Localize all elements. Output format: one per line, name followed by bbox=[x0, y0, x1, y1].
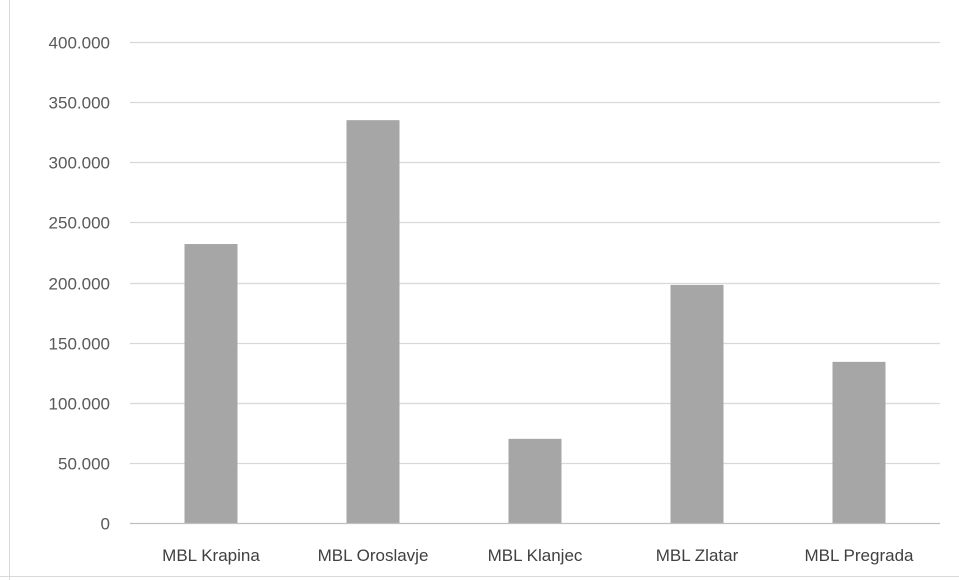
bars bbox=[184, 120, 886, 523]
y-tick-label: 0 bbox=[101, 515, 110, 534]
bar-mbl-klanjec bbox=[508, 438, 562, 523]
y-tick-label: 200.000 bbox=[49, 275, 110, 294]
x-category-label: MBL Krapina bbox=[162, 546, 260, 565]
bar-mbl-pregrada bbox=[832, 361, 886, 523]
y-tick-label: 150.000 bbox=[49, 335, 110, 354]
y-tick-label: 50.000 bbox=[58, 455, 110, 474]
x-category-label: MBL Pregrada bbox=[805, 546, 915, 565]
left-border-line bbox=[9, 0, 10, 580]
y-tick-label: 100.000 bbox=[49, 395, 110, 414]
y-tick-label: 400.000 bbox=[49, 34, 110, 53]
x-category-label: MBL Zlatar bbox=[656, 546, 739, 565]
y-axis-tick-labels: 0 50.000 100.000 150.000 200.000 250.000 300.0… bbox=[49, 34, 110, 534]
bar-mbl-krapina bbox=[184, 244, 238, 523]
y-tick-label: 250.000 bbox=[49, 214, 110, 233]
bar-mbl-oroslavje bbox=[346, 120, 400, 523]
gridlines bbox=[130, 41, 940, 465]
x-category-label: MBL Klanjec bbox=[488, 546, 583, 565]
x-axis-category-labels: MBL Krapina MBL Oroslavje MBL Klanjec MBL Z… bbox=[162, 546, 914, 565]
x-category-label: MBL Oroslavje bbox=[318, 546, 429, 565]
bottom-border-line bbox=[0, 576, 959, 577]
y-tick-label: 350.000 bbox=[49, 94, 110, 113]
y-tick-label: 300.000 bbox=[49, 154, 110, 173]
bar-mbl-zlatar bbox=[670, 284, 724, 523]
